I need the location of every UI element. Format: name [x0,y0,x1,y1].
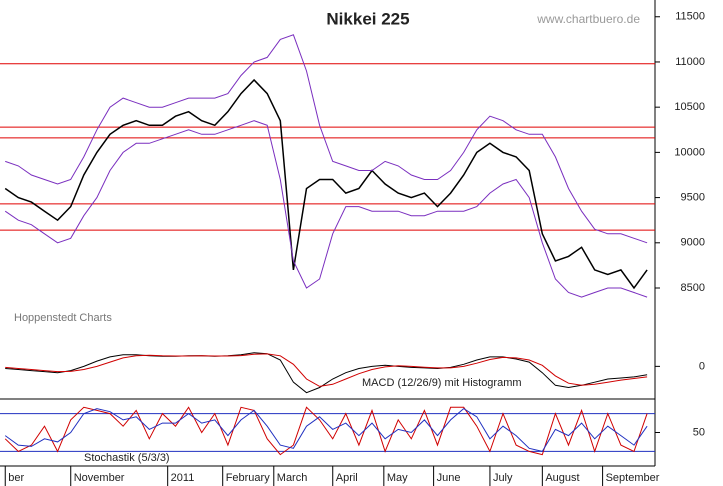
annotation: Hoppenstedt Charts [14,312,112,324]
y-tick-label: 11500 [675,11,705,23]
series-line [4,78,648,290]
series-line [4,407,648,452]
y-tick-label: 0 [699,360,705,372]
y-tick-label: 9500 [681,191,705,203]
x-tick-label: June [437,472,461,484]
x-tick-label: September [606,472,660,484]
series-line [4,120,648,298]
y-tick-label: 10500 [674,101,705,113]
y-tick-label: 50 [693,426,705,438]
x-tick-label: April [336,472,358,484]
x-tick-label: February [226,472,271,484]
y-tick-label: 9000 [681,237,705,249]
x-tick-label: March [277,472,308,484]
y-tick-label: 11000 [675,56,705,68]
x-tick-label: May [387,472,408,484]
series-line [5,34,648,244]
x-tick-label: July [493,472,513,484]
series-line [5,353,648,387]
y-tick-label: 10000 [674,146,705,158]
x-tick-label: ber [8,472,24,484]
x-tick-label: 2011 [171,472,195,484]
x-tick-label: November [74,472,125,484]
series-line [5,352,648,394]
y-tick-label: 8500 [681,282,705,294]
series-line [4,406,648,456]
chart-title: Nikkei 225 [326,9,409,28]
annotation: Stochastik (5/3/3) [84,452,170,464]
x-tick-label: August [545,472,579,484]
annotation: MACD (12/26/9) mit Histogramm [362,377,522,389]
source: www.chartbuero.de [536,12,640,26]
